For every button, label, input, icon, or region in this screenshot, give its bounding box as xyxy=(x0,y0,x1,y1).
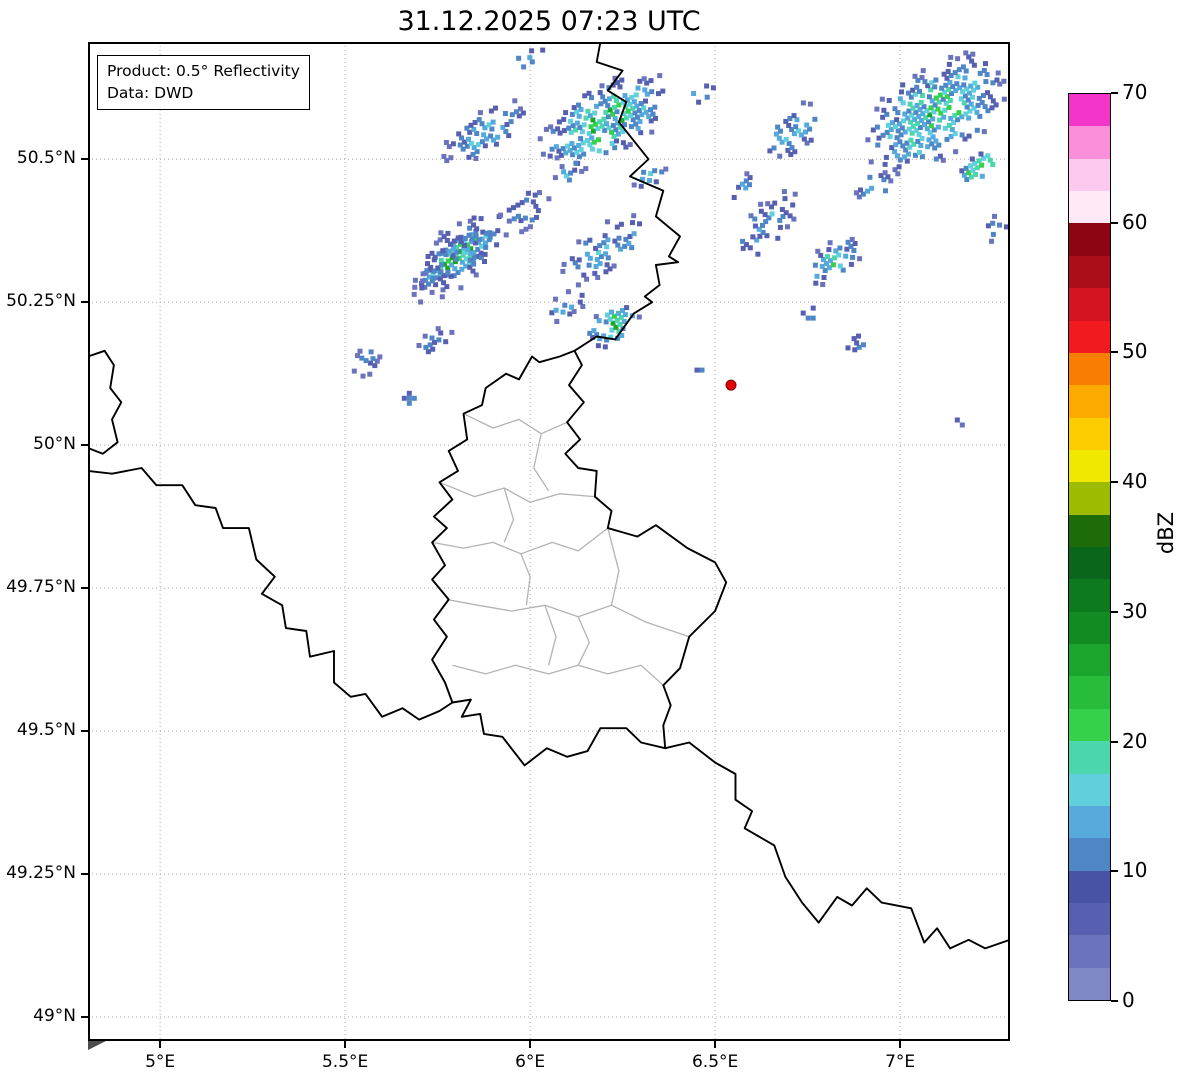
map-plot-area: Product: 0.5° Reflectivity Data: DWD xyxy=(88,42,1010,1041)
colorbar-segment xyxy=(1069,514,1110,548)
colorbar-segment xyxy=(1069,611,1110,645)
colorbar-segment xyxy=(1069,805,1110,839)
colorbar-tick-label: 40 xyxy=(1122,469,1148,494)
x-tick-mark xyxy=(529,1041,532,1048)
colorbar-tick-mark xyxy=(1111,481,1118,484)
colorbar-segment xyxy=(1069,94,1110,127)
y-tick-mark xyxy=(81,1015,88,1018)
colorbar-segment xyxy=(1069,288,1110,321)
y-tick-label: 49°N xyxy=(33,1005,76,1026)
colorbar-segment xyxy=(1069,838,1110,871)
colorbar-tick-label: 50 xyxy=(1122,339,1148,364)
x-tick-mark xyxy=(159,1041,162,1048)
colorbar-segment xyxy=(1069,708,1110,742)
y-tick-label: 50.25°N xyxy=(6,291,76,312)
colorbar-tick-mark xyxy=(1111,92,1118,94)
map-canvas xyxy=(88,42,1010,1041)
y-tick-label: 49.5°N xyxy=(16,720,76,741)
x-tick-label: 6°E xyxy=(515,1052,546,1072)
colorbar-segment xyxy=(1069,385,1110,418)
colorbar-segment xyxy=(1069,676,1110,709)
y-tick-mark xyxy=(81,444,88,447)
x-tick-mark xyxy=(899,1041,902,1048)
y-tick-mark xyxy=(81,158,88,161)
admin-borders xyxy=(431,413,690,686)
x-tick-label: 7°E xyxy=(885,1052,916,1072)
y-tick-mark xyxy=(81,587,88,590)
colorbar-tick-label: 70 xyxy=(1122,80,1148,104)
y-tick-mark xyxy=(81,873,88,876)
colorbar-tick-label: 0 xyxy=(1122,988,1135,1012)
colorbar-label: dBZ xyxy=(1154,512,1178,555)
colorbar-segment xyxy=(1069,644,1110,677)
colorbar-segment xyxy=(1069,741,1110,774)
colorbar-segment xyxy=(1069,870,1110,903)
colorbar-segment xyxy=(1069,482,1110,515)
y-tick-label: 50.5°N xyxy=(16,148,76,169)
colorbar-tick-mark xyxy=(1111,351,1118,354)
colorbar-segment xyxy=(1069,773,1110,806)
colorbar-segment xyxy=(1069,935,1110,968)
national-borders xyxy=(88,42,1010,950)
product-info-box: Product: 0.5° Reflectivity Data: DWD xyxy=(97,55,310,110)
y-tick-mark xyxy=(81,301,88,304)
colorbar-segment xyxy=(1069,158,1110,192)
y-tick-mark xyxy=(81,730,88,733)
colorbar-tick-mark xyxy=(1111,610,1118,613)
colorbar-segment xyxy=(1069,191,1110,224)
colorbar-tick-mark xyxy=(1111,1000,1118,1002)
colorbar-tick-mark xyxy=(1111,740,1118,743)
colorbar-segment xyxy=(1069,417,1110,450)
x-tick-label: 6.5°E xyxy=(691,1052,739,1072)
plot-frame xyxy=(88,42,1010,1041)
colorbar-segment xyxy=(1069,352,1110,386)
data-source-line: Data: DWD xyxy=(107,84,194,103)
colorbar-segment xyxy=(1069,967,1110,1001)
colorbar-segment xyxy=(1069,223,1110,256)
colorbar-tick-label: 20 xyxy=(1122,728,1148,753)
y-tick-label: 49.75°N xyxy=(6,577,76,598)
y-tick-label: 50°N xyxy=(33,434,76,455)
colorbar-tick-mark xyxy=(1111,221,1118,224)
colorbar-segment xyxy=(1069,449,1110,483)
x-tick-mark xyxy=(344,1041,347,1048)
colorbar-segment xyxy=(1069,547,1110,580)
x-tick-mark xyxy=(714,1041,717,1048)
colorbar-segment xyxy=(1069,126,1110,159)
colorbar-segment xyxy=(1069,255,1110,289)
radar-site-marker xyxy=(725,379,737,391)
colorbar-tick-label: 10 xyxy=(1122,858,1148,883)
colorbar-tick-mark xyxy=(1111,870,1118,873)
plot-title: 31.12.2025 07:23 UTC xyxy=(397,6,701,37)
colorbar xyxy=(1068,93,1111,1001)
product-line: Product: 0.5° Reflectivity xyxy=(107,62,300,80)
gridlines xyxy=(88,42,1010,1041)
radar-echoes xyxy=(351,47,1009,428)
colorbar-segment xyxy=(1069,902,1110,936)
x-tick-label: 5.5°E xyxy=(321,1052,369,1072)
x-tick-label: 5°E xyxy=(145,1052,176,1072)
colorbar-tick-label: 30 xyxy=(1122,598,1148,623)
y-tick-label: 49.25°N xyxy=(6,863,76,884)
colorbar-tick-label: 60 xyxy=(1122,209,1148,234)
corner-artifact xyxy=(88,1041,106,1050)
colorbar-segment xyxy=(1069,579,1110,612)
colorbar-segment xyxy=(1069,320,1110,353)
